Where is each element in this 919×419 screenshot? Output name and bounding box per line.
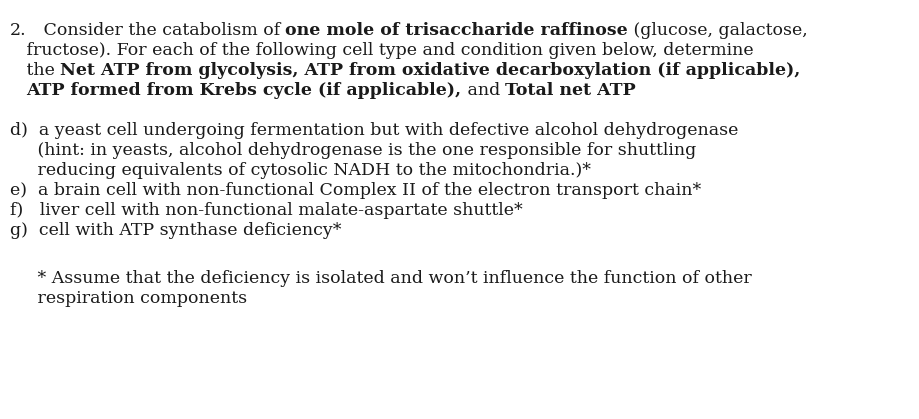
Text: one mole of trisaccharide raffinose: one mole of trisaccharide raffinose (285, 22, 628, 39)
Text: Consider the catabolism of: Consider the catabolism of (27, 22, 285, 39)
Text: the: the (10, 62, 61, 79)
Text: (glucose, galactose,: (glucose, galactose, (628, 22, 807, 39)
Text: * Assume that the deficiency is isolated and won’t influence the function of oth: * Assume that the deficiency is isolated… (10, 270, 751, 287)
Text: f)   liver cell with non-functional malate-aspartate shuttle*: f) liver cell with non-functional malate… (10, 202, 522, 219)
Text: and: and (461, 82, 505, 99)
Text: fructose). For each of the following cell type and condition given below, determ: fructose). For each of the following cel… (10, 42, 753, 59)
Text: ATP formed from Krebs cycle (if applicable),: ATP formed from Krebs cycle (if applicab… (27, 82, 461, 99)
Text: (hint: in yeasts, alcohol dehydrogenase is the one responsible for shuttling: (hint: in yeasts, alcohol dehydrogenase … (10, 142, 696, 159)
Text: reducing equivalents of cytosolic NADH to the mitochondria.)*: reducing equivalents of cytosolic NADH t… (10, 162, 590, 179)
Text: respiration components: respiration components (10, 290, 247, 307)
Text: 2.: 2. (10, 22, 27, 39)
Text: e)  a brain cell with non-functional Complex II of the electron transport chain*: e) a brain cell with non-functional Comp… (10, 182, 700, 199)
Text: g)  cell with ATP synthase deficiency*: g) cell with ATP synthase deficiency* (10, 222, 341, 239)
Text: d)  a yeast cell undergoing fermentation but with defective alcohol dehydrogenas: d) a yeast cell undergoing fermentation … (10, 122, 738, 139)
Text: Net ATP from glycolysis, ATP from oxidative decarboxylation (if applicable),: Net ATP from glycolysis, ATP from oxidat… (61, 62, 800, 79)
Text: Total net ATP: Total net ATP (505, 82, 635, 99)
